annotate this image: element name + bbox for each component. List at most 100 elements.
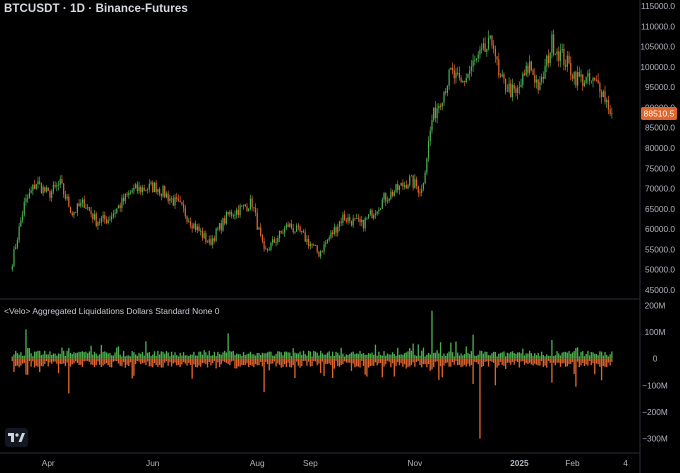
candle: [242, 204, 245, 210]
candle-body: [126, 194, 128, 195]
short-liquidation-bar: [582, 351, 584, 359]
candle: [213, 235, 216, 244]
candle-body: [258, 227, 260, 230]
candle-body: [69, 206, 72, 213]
long-liquidation-bar: [37, 358, 39, 367]
long-liquidation-bar: [153, 358, 156, 364]
candle-body: [73, 212, 75, 216]
candle-body: [169, 198, 171, 202]
tradingview-logo-icon[interactable]: [5, 428, 28, 447]
short-liquidation-bar: [165, 351, 168, 359]
candle-body: [506, 90, 508, 92]
long-liquidation-bar: [148, 358, 150, 367]
short-liquidation-bar: [61, 347, 63, 359]
candle: [390, 188, 392, 201]
candle-body: [40, 183, 43, 194]
candle: [522, 71, 524, 89]
long-liquidation-bar: [35, 358, 37, 366]
short-liquidation-bar: [516, 352, 519, 359]
candle: [345, 217, 347, 224]
candle-body: [578, 72, 580, 77]
long-liquidation-bar: [285, 358, 288, 368]
candle-body: [174, 197, 176, 206]
price-tick-label: 45000.0: [645, 285, 675, 295]
candle-body: [566, 55, 568, 67]
liquidation-tick-label: −300M: [642, 434, 668, 444]
short-liquidation-bar: [493, 351, 495, 359]
long-liquidation-bar: [484, 358, 486, 362]
long-liquidation-bar: [347, 358, 349, 363]
candle: [191, 222, 193, 233]
candle: [75, 211, 77, 214]
long-liquidation-bar: [109, 358, 111, 368]
candle: [193, 222, 195, 229]
long-liquidation-bar: [515, 358, 517, 361]
short-liquidation-bar: [246, 354, 248, 359]
candle: [446, 85, 449, 97]
long-liquidation-bar: [460, 358, 462, 368]
long-liquidation-bar: [39, 358, 41, 373]
candle: [33, 179, 36, 190]
long-liquidation-bar: [205, 358, 207, 365]
indicator-title[interactable]: <Velo> Aggregated Liquidations Dollars S…: [4, 306, 220, 316]
candle-body: [27, 197, 29, 199]
long-liquidation-bar: [251, 358, 253, 366]
long-liquidation-bar: [576, 358, 579, 362]
candle: [225, 210, 228, 225]
candle: [124, 193, 126, 204]
candle: [542, 71, 544, 84]
price-axis[interactable]: 45000.0 50000.0 55000.0 60000.0 65000.0 70000…: [640, 1, 675, 295]
candle-body: [196, 226, 198, 231]
candle-body: [602, 91, 604, 98]
short-liquidation-bar: [424, 356, 426, 359]
candle: [410, 174, 413, 177]
candle-body: [266, 248, 269, 251]
candle: [422, 182, 425, 192]
candle: [537, 79, 539, 95]
short-liquidation-bar: [537, 352, 539, 359]
candle: [505, 78, 507, 95]
last-price-value: 88510.5: [644, 108, 675, 118]
candle-body: [184, 208, 186, 217]
short-liquidation-bar: [220, 354, 222, 359]
candle: [588, 68, 591, 86]
long-liquidation-bar: [374, 358, 377, 363]
long-liquidation-bar: [145, 358, 147, 366]
candle-body: [45, 187, 48, 192]
long-liquidation-bar: [157, 358, 159, 367]
candle-body: [146, 189, 149, 191]
candle-body: [537, 79, 539, 90]
candle: [559, 43, 562, 68]
candle-body: [549, 52, 551, 64]
long-liquidation-bar: [194, 358, 197, 368]
candle: [510, 79, 512, 98]
short-liquidation-bar: [253, 354, 255, 359]
long-liquidation-bar: [330, 358, 332, 366]
liquidations-axis[interactable]: 200M 100M 0 −100M −200M −300M: [642, 300, 668, 443]
candle-body: [340, 221, 342, 223]
short-liquidation-bar: [268, 351, 270, 359]
short-liquidation-bar: [364, 354, 366, 359]
candle-body: [421, 189, 423, 193]
short-liquidation-bar: [85, 351, 87, 359]
candle-body: [539, 82, 541, 90]
price-tick-label: 95000.0: [645, 82, 675, 92]
candle: [85, 203, 87, 210]
time-axis[interactable]: Apr Jun Aug Sep Nov 2025 Feb 4: [42, 458, 628, 468]
long-liquidation-bar: [563, 358, 565, 364]
candle-body: [558, 51, 560, 61]
short-liquidation-bar: [236, 353, 238, 359]
candle-body: [123, 197, 125, 202]
long-liquidation-bar: [15, 358, 17, 367]
long-liquidation-bar: [340, 358, 342, 366]
candle: [517, 84, 519, 100]
short-liquidation-bar: [170, 351, 173, 359]
candle-body: [458, 72, 461, 78]
long-liquidation-bar: [181, 358, 183, 365]
long-liquidation-bar: [597, 358, 599, 365]
candle-body: [272, 239, 274, 243]
chart-title[interactable]: BTCUSDT · 1D · Binance-Futures: [4, 3, 188, 15]
long-liquidation-bar: [388, 358, 390, 362]
long-liquidation-bar: [381, 358, 383, 378]
